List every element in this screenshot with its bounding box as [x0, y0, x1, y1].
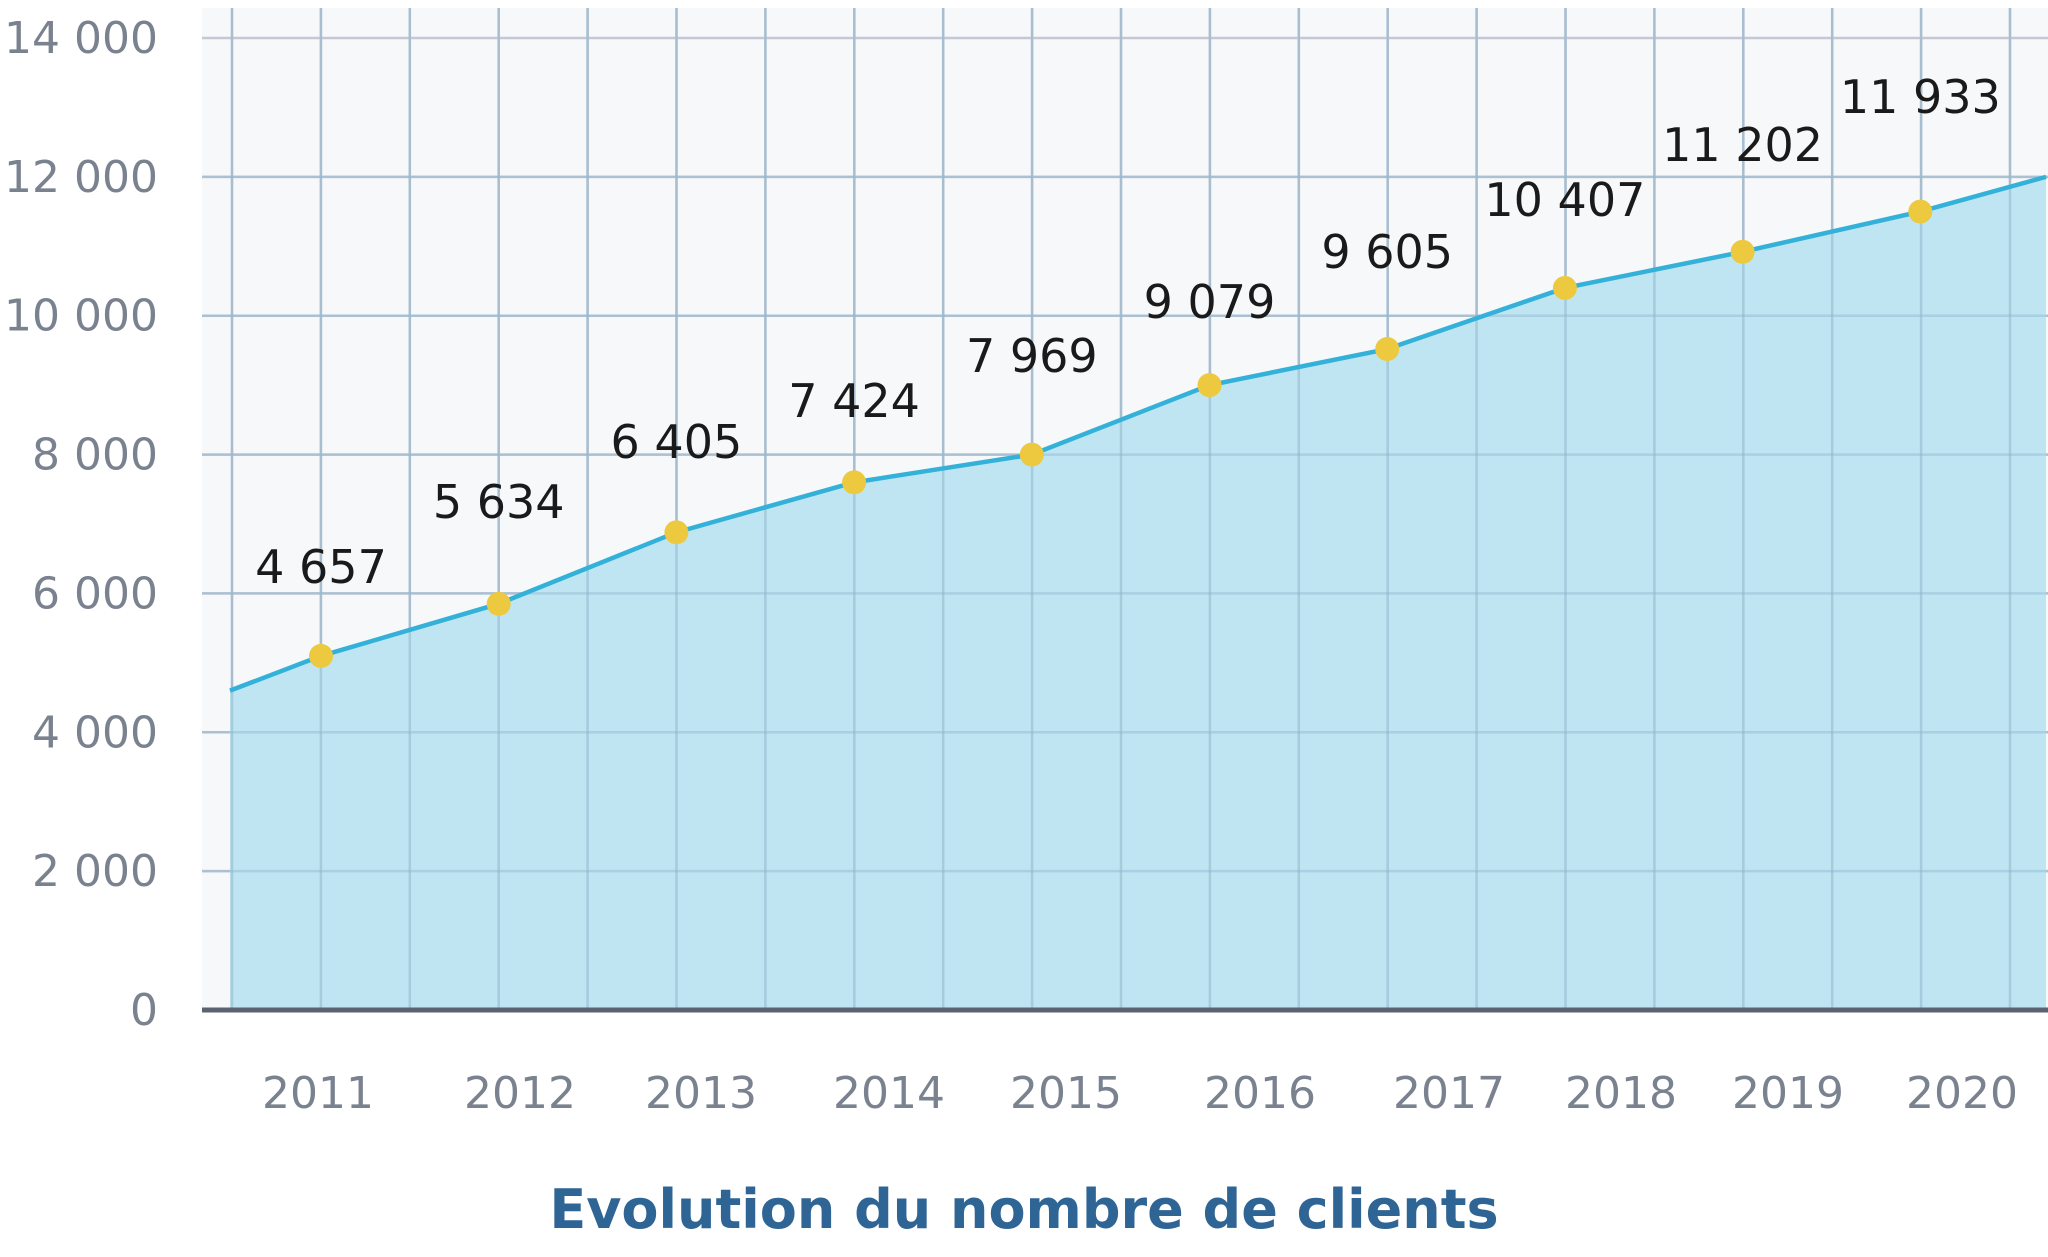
- y-tick-label: 4 000: [32, 707, 158, 758]
- data-label-2018: 10 407: [1484, 173, 1645, 227]
- data-label-2016: 9 079: [1144, 275, 1276, 329]
- data-label-2013: 6 405: [611, 415, 743, 469]
- data-label-2011: 4 657: [255, 540, 387, 594]
- y-tick-label: 6 000: [32, 568, 158, 619]
- x-tick-label: 2015: [1010, 1068, 1122, 1119]
- x-tick-label: 2013: [645, 1068, 757, 1119]
- data-point-2013: [664, 520, 689, 545]
- data-point-2020: [1908, 199, 1933, 224]
- data-point-2011: [309, 643, 333, 668]
- data-point-2016: [1197, 373, 1222, 398]
- x-tick-label: 2012: [464, 1068, 576, 1119]
- y-tick-label: 8 000: [32, 430, 158, 481]
- y-axis-tick-labels: 0 2 000 4 000 6 000 8 000 10 000 12 000 14 000: [4, 13, 158, 1036]
- data-point-markers: [309, 199, 1933, 668]
- data-label-2017: 9 605: [1321, 225, 1453, 279]
- data-label-2020: 11 933: [1840, 70, 2001, 124]
- y-tick-label: 2 000: [32, 846, 158, 897]
- series-line: [229, 174, 2047, 693]
- data-point-2018: [1552, 275, 1577, 300]
- y-tick-label: 0: [130, 985, 158, 1036]
- x-tick-label: 2018: [1565, 1068, 1677, 1119]
- y-tick-label: 10 000: [4, 291, 158, 342]
- data-label-2019: 11 202: [1662, 118, 1823, 172]
- x-tick-label: 2014: [833, 1068, 945, 1119]
- x-tick-label: 2020: [1906, 1068, 2018, 1119]
- data-point-2014: [842, 470, 867, 495]
- data-point-2015: [1019, 442, 1044, 467]
- x-axis-tick-labels: 2011 2012 2013 2014 2015 2016 2017 2018 2019 2020: [262, 1068, 2018, 1119]
- data-point-2017: [1375, 337, 1400, 362]
- chart-title: Evolution du nombre de clients: [549, 1178, 1498, 1241]
- x-tick-label: 2011: [262, 1068, 374, 1119]
- data-labels: 4 657 5 634 6 405 7 424 7 969 9 079 9 605 10 40…: [255, 70, 2001, 594]
- data-point-2019: [1730, 239, 1755, 264]
- data-label-2012: 5 634: [433, 475, 565, 529]
- data-label-2014: 7 424: [788, 374, 920, 428]
- data-label-2015: 7 969: [966, 329, 1098, 383]
- data-point-2012: [486, 591, 511, 616]
- x-tick-label: 2017: [1393, 1068, 1505, 1119]
- area-fill: [230, 176, 2046, 1010]
- y-tick-label: 12 000: [4, 152, 158, 203]
- x-tick-label: 2016: [1204, 1068, 1316, 1119]
- x-tick-label: 2019: [1732, 1068, 1844, 1119]
- y-tick-label: 14 000: [4, 13, 158, 64]
